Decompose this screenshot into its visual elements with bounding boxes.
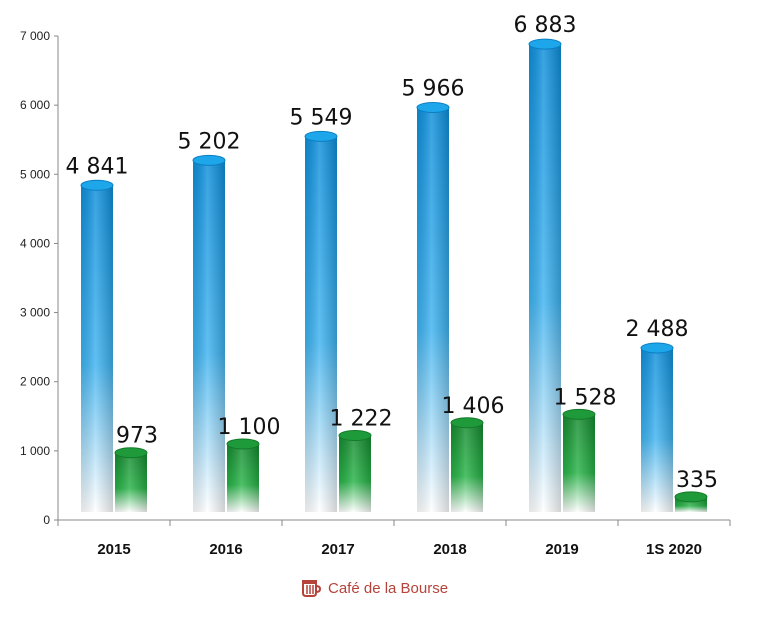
data-label: 973 <box>116 424 158 449</box>
bar-blue <box>640 342 674 512</box>
data-label: 5 202 <box>178 129 241 154</box>
bar-top <box>528 38 562 50</box>
x-tick-label: 2015 <box>97 541 130 558</box>
data-label: 1 100 <box>218 415 281 440</box>
bar-green <box>450 417 484 512</box>
x-tick-label: 1S 2020 <box>646 541 702 558</box>
bar-green <box>562 408 596 512</box>
data-label: 6 883 <box>514 13 577 38</box>
bar-top <box>192 154 226 166</box>
y-tick-label: 2 000 <box>20 375 50 389</box>
data-label: 5 549 <box>290 105 353 130</box>
bar-shade <box>227 443 259 512</box>
y-tick-label: 7 000 <box>20 29 50 43</box>
bar-blue <box>192 154 226 513</box>
x-tick-label: 2017 <box>321 541 354 558</box>
data-label: 335 <box>676 468 718 493</box>
bar-top <box>562 408 596 420</box>
bar-shade <box>115 452 147 512</box>
bar-shade <box>193 160 225 513</box>
bar-blue <box>80 179 114 513</box>
bar-top <box>338 430 372 442</box>
x-tick-label: 2016 <box>209 541 242 558</box>
y-tick-label: 1 000 <box>20 444 50 458</box>
credit: Café de la Bourse <box>300 578 448 598</box>
y-tick-label: 6 000 <box>20 98 50 112</box>
bar-top <box>674 491 708 503</box>
data-label: 4 841 <box>66 154 129 179</box>
data-label: 5 966 <box>402 76 465 101</box>
bar-top <box>114 447 148 459</box>
bar-shade <box>563 414 595 512</box>
x-tick-label: 2019 <box>545 541 578 558</box>
data-label: 2 488 <box>626 317 689 342</box>
y-tick-label: 5 000 <box>20 167 50 181</box>
bar-green <box>114 447 148 512</box>
bar-green <box>674 491 708 512</box>
bar-shade <box>81 185 113 513</box>
bar-top <box>226 438 260 450</box>
bar-top <box>304 130 338 142</box>
data-labels: 4 841 5 202 5 549 5 966 6 883 2 488 973 1 100 1 … <box>66 13 718 493</box>
coffee-cup-icon <box>302 580 322 597</box>
data-label: 1 406 <box>442 394 505 419</box>
bar-shade <box>417 107 449 512</box>
bar-shade <box>641 347 673 512</box>
bar-top <box>640 342 674 354</box>
y-tick-label: 4 000 <box>20 236 50 250</box>
x-tick-label: 2018 <box>433 541 466 558</box>
bar-shade <box>339 435 371 512</box>
data-label: 1 222 <box>330 407 393 432</box>
bar-green <box>338 430 372 512</box>
bar-blue <box>416 101 450 512</box>
bar-top <box>416 101 450 113</box>
bar-blue <box>304 130 338 512</box>
bar-top <box>80 179 114 191</box>
y-tick-label: 0 <box>43 513 50 527</box>
bar-green <box>226 438 260 512</box>
bar-shade <box>529 44 561 512</box>
data-label: 1 528 <box>554 385 617 410</box>
y-tick-label: 3 000 <box>20 306 50 320</box>
bar-blue <box>528 38 562 512</box>
bar-top <box>450 417 484 429</box>
bar-shade <box>305 136 337 512</box>
credit-text: Café de la Bourse <box>328 579 449 597</box>
bar-shade <box>451 422 483 512</box>
bars <box>80 38 708 513</box>
axes: 0 1 000 2 000 3 000 4 000 5 000 6 000 7 000 2015… <box>20 29 731 558</box>
